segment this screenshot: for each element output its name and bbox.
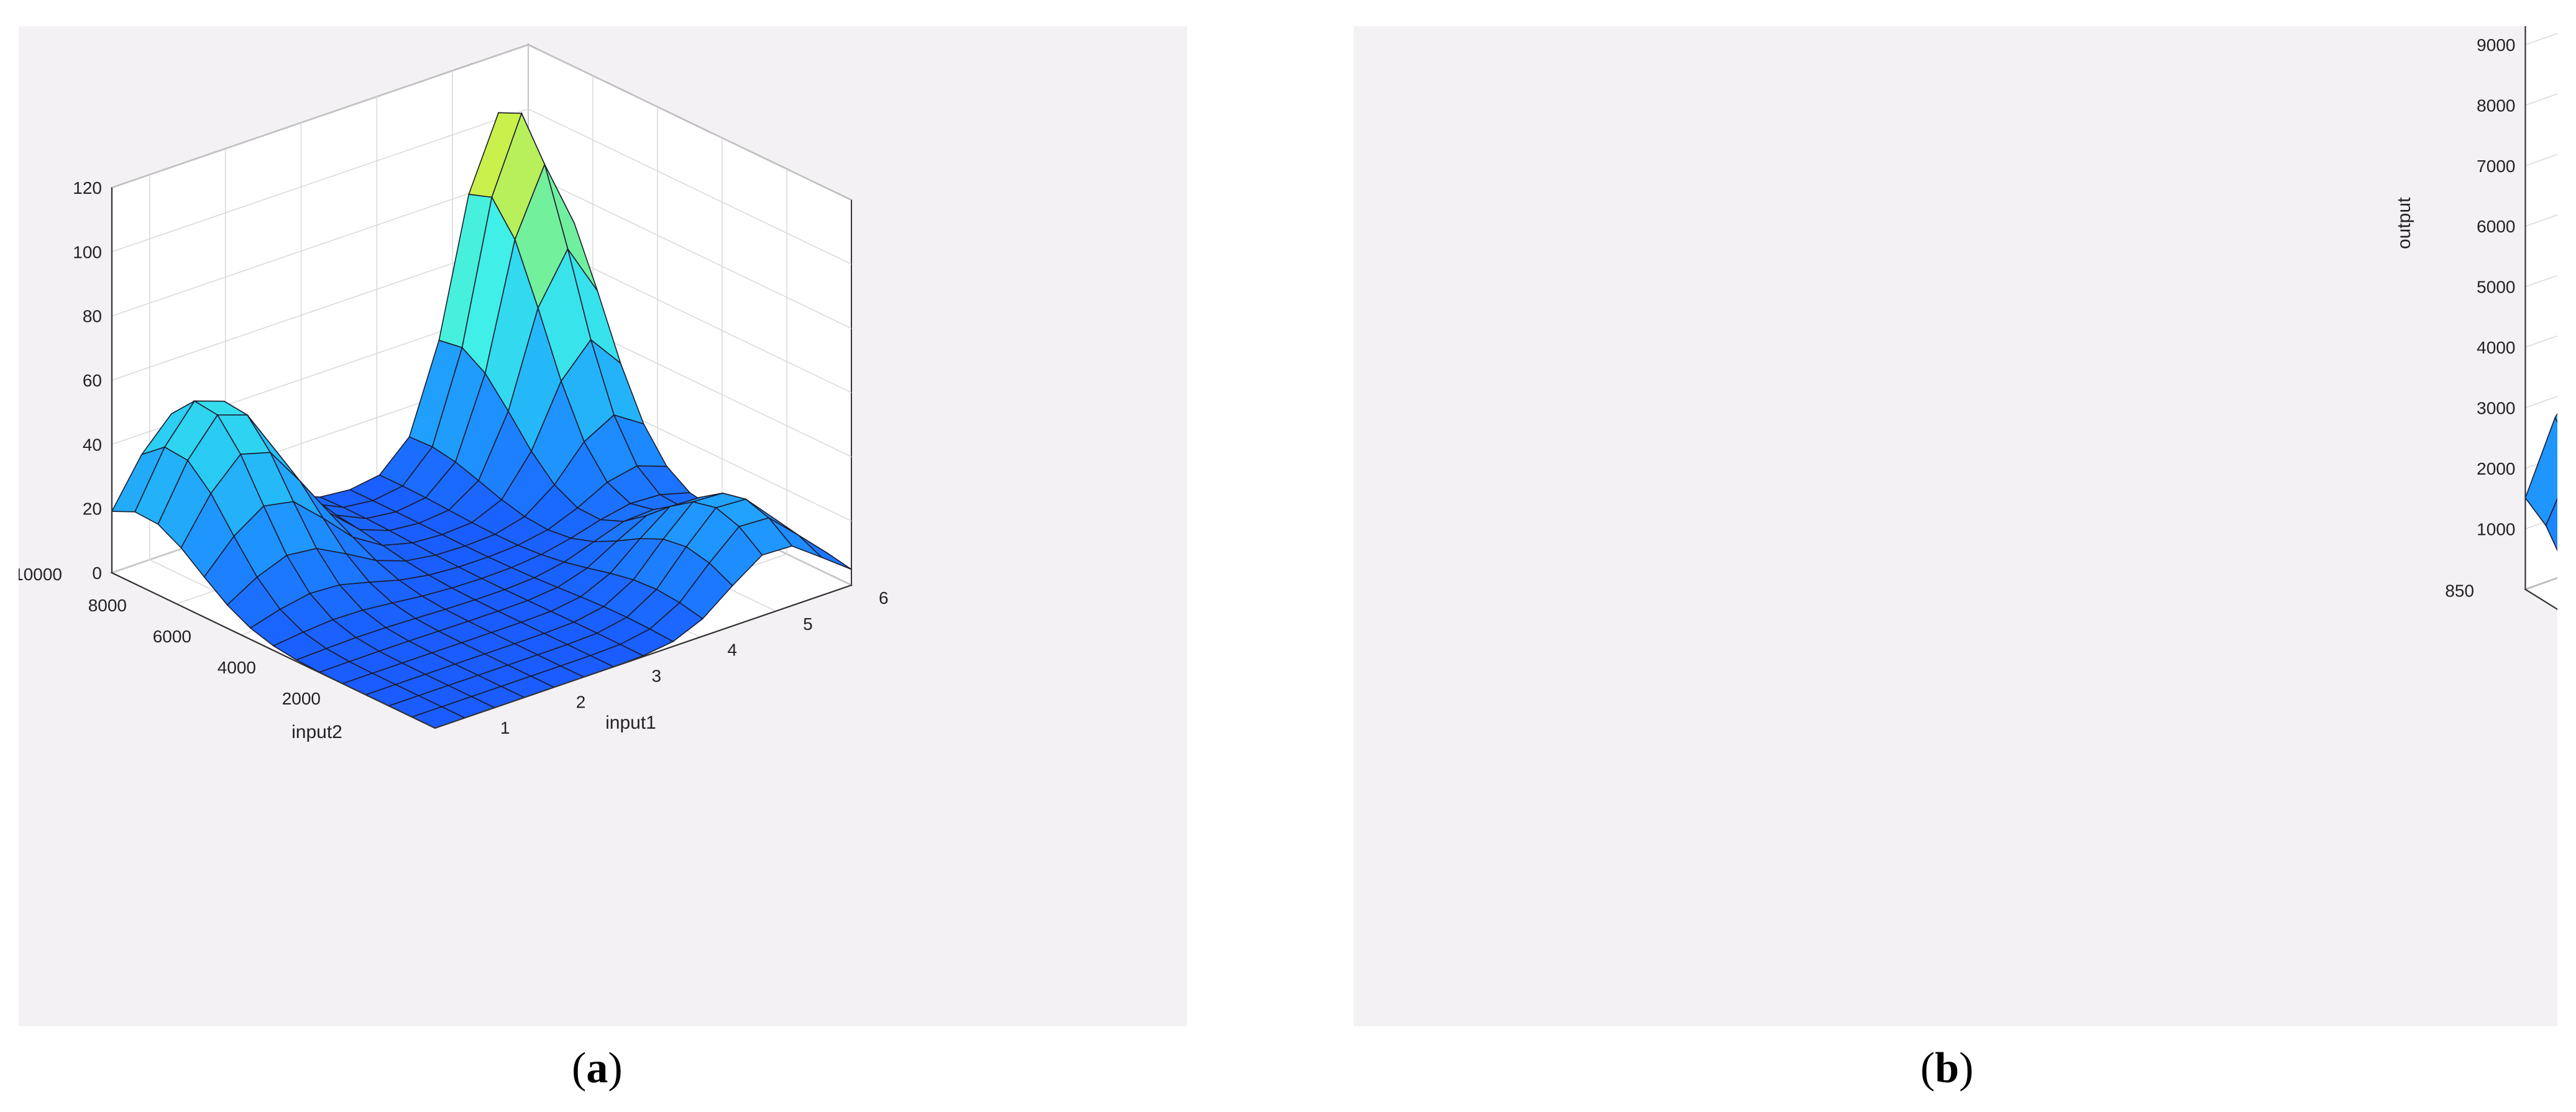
surface-patch <box>2545 498 2557 552</box>
x-axis-line <box>434 584 852 729</box>
surface-mesh <box>111 112 852 729</box>
y-tick-label: 8000 <box>88 596 127 615</box>
y-tick-label: 6000 <box>153 627 191 646</box>
z-tick-label: 2000 <box>2477 459 2515 478</box>
axes <box>111 188 852 729</box>
z-tick-label: 3000 <box>2477 398 2515 417</box>
y-axis-line <box>111 572 436 729</box>
surface-plot-a-svg: 1 2 3 4 5 6 2000 4000 6000 8000 10000 0 20 40 60 80 100 1… <box>19 43 889 742</box>
axes <box>2524 26 2557 611</box>
z-tick-label: 0 <box>92 563 102 583</box>
x-tick-label: 3 <box>652 666 662 685</box>
y-tick-label: 850 <box>2445 581 2474 601</box>
surface-plot-a: 1 2 3 4 5 6 2000 4000 6000 8000 10000 0 20 40 60 80 100 1… <box>19 26 1187 1026</box>
z-tick-label: 8000 <box>2477 96 2515 115</box>
z-axis-label: output <box>2394 197 2414 249</box>
caption-b-letter: b <box>1935 1044 1960 1092</box>
tick-labels: 1000200030004000500060007000800090001000… <box>2445 35 2515 601</box>
z-tick-label: 60 <box>83 371 102 390</box>
surface-plot-b: 1000200030004000500060007000800090001000… <box>1354 26 2557 1026</box>
z-tick-label: 7000 <box>2477 157 2515 176</box>
caption-a: (a) <box>572 1044 623 1092</box>
x-tick-label: 6 <box>879 588 889 608</box>
y-tick-label: 4000 <box>218 658 256 677</box>
x-tick-label: 4 <box>727 640 737 660</box>
z-tick-label: 1000 <box>2477 519 2515 539</box>
y-axis-line <box>2524 588 2557 611</box>
z-tick-label: 20 <box>83 499 102 519</box>
x-tick-label: 2 <box>576 692 586 711</box>
x-tick-label: 5 <box>803 614 813 634</box>
surface-patch <box>2524 416 2557 527</box>
x-axis-label: input1 <box>605 713 656 733</box>
z-tick-label: 5000 <box>2477 278 2515 297</box>
z-tick-label: 6000 <box>2477 217 2515 236</box>
z-tick-label: 120 <box>73 178 102 198</box>
y-tick-label: 2000 <box>282 689 321 708</box>
z-tick-label: 9000 <box>2477 35 2515 55</box>
caption-a-letter: a <box>586 1044 608 1092</box>
z-tick-label: 4000 <box>2477 338 2515 357</box>
tick-labels: 1 2 3 4 5 6 2000 4000 6000 8000 10000 0 20 40 60 80 100 1… <box>19 178 889 737</box>
y-tick-label: 10000 <box>19 565 62 584</box>
y-axis-label: input2 <box>291 722 342 742</box>
floor-plane <box>2524 577 2557 610</box>
z-tick-label: 40 <box>83 435 102 454</box>
z-tick-label: 100 <box>73 242 102 262</box>
z-tick-label: 80 <box>83 307 102 326</box>
surface-plot-b-svg: 1000200030004000500060007000800090001000… <box>2394 26 2557 611</box>
caption-b: (b) <box>1920 1044 1974 1092</box>
x-tick-label: 1 <box>500 718 510 737</box>
surface-mesh <box>2524 412 2557 552</box>
